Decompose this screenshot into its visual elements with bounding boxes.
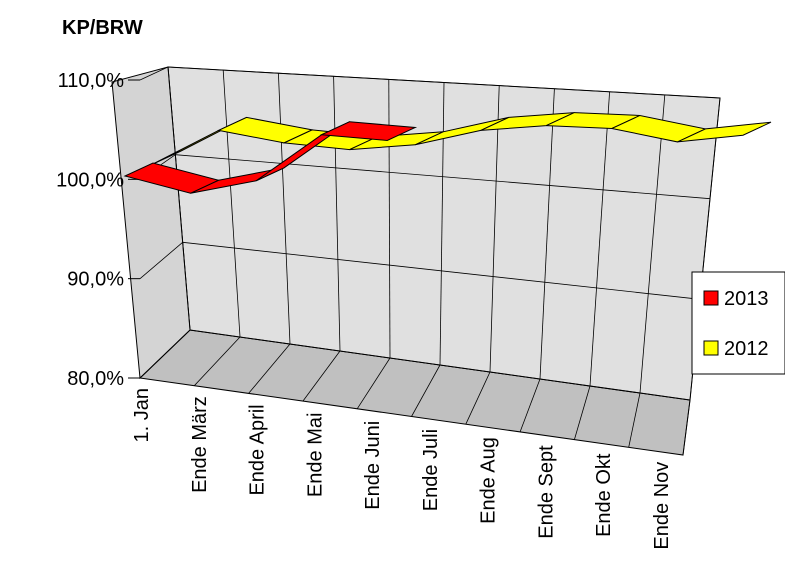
gridline-vertical [539,88,555,380]
gridline-floor [519,378,541,433]
series-2013-segment [319,121,418,141]
legend-label-2013: 2013 [724,288,769,310]
gridline-vertical [589,91,610,387]
gridline-vertical [489,85,500,373]
gridline-vertical [333,76,341,352]
y-tick-label: 110,0% [58,70,125,92]
gridline-floor [139,329,191,379]
gridline-floor [628,392,641,448]
legend-box [691,271,785,375]
gridline-floor [356,357,391,410]
gridline-vertical [222,70,241,338]
gridline-floor [682,399,691,456]
gridline-vertical [639,94,666,394]
gridline-side [139,242,183,279]
gridline-floor [194,336,241,386]
legend-label-2012: 2012 [724,338,769,360]
x-tick-label: Ende Juli [420,429,442,511]
x-tick-label: Ende Okt [593,453,615,537]
gridline-floor [248,343,291,394]
chart-title: KP/BRW [62,17,143,39]
y-tick-label: 80,0% [67,368,124,390]
x-tick-label: Ende April [247,404,269,495]
y-tick-label: 100,0% [56,169,124,191]
x-tick-label: Ende Aug [478,437,500,524]
gridline-side [139,66,169,81]
series-2012-segment [677,121,772,143]
y-tick-label: 90,0% [67,269,124,291]
gridline-vertical [167,66,191,331]
gridline-floor [574,385,591,440]
gridline-vertical [439,82,445,366]
gridline-floor [302,350,341,402]
x-tick-label: Ende Sept [535,445,557,539]
gridline-floor [465,371,491,425]
x-tick-label: Ende Mai [304,413,326,498]
gridline-vertical [278,73,291,345]
gridline-floor [411,364,441,417]
x-tick-label: Ende Juni [362,421,384,510]
x-tick-label: Ende März [189,396,211,493]
legend-swatch-2013 [703,290,719,306]
legend-swatch-2012 [703,340,719,356]
x-tick-label: Ende Nov [651,462,673,550]
x-tick-label: 1. Jan [131,388,153,442]
